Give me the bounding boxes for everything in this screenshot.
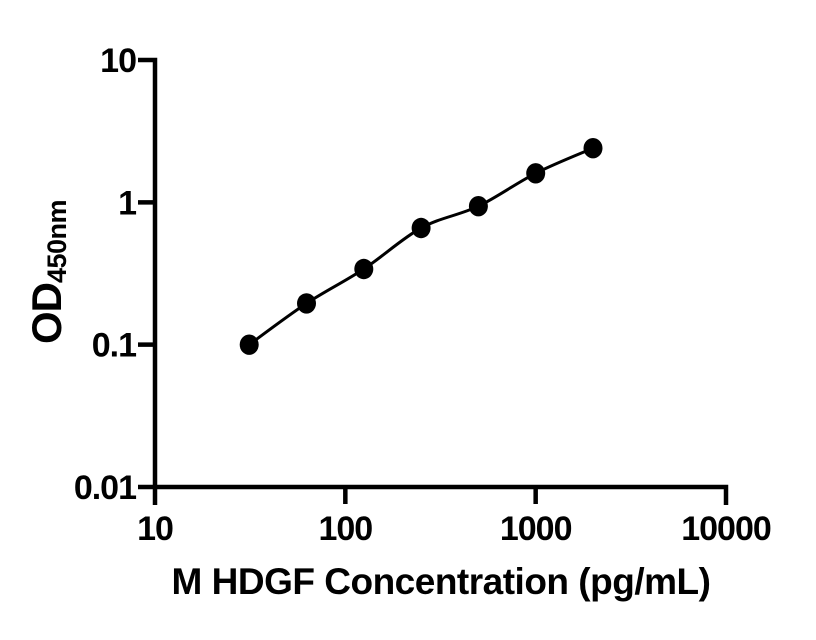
axes [138, 57, 729, 505]
data-point-marker [468, 196, 488, 217]
y-axis-spine [138, 57, 158, 505]
x-tick-label: 1000 [500, 510, 572, 548]
y-tick-label: 1 [118, 184, 136, 222]
x-axis-title: M HDGF Concentration (pg/mL) [171, 561, 711, 602]
data-point-marker [239, 334, 259, 355]
y-axis-title: OD 450nm [23, 199, 72, 345]
data-point-marker [411, 217, 431, 239]
x-tick-label: 100 [318, 510, 372, 548]
data-point-marker [583, 138, 603, 159]
y-axis-title-main: OD [23, 283, 70, 345]
data-point-marker [297, 293, 316, 314]
x-tick-label: 10 [137, 510, 173, 548]
y-tick-label: 0.01 [74, 469, 136, 507]
y-tick-label: 10 [100, 42, 136, 80]
x-tick-label: 10000 [681, 510, 771, 548]
y-axis-title-subscript: 450nm [42, 199, 72, 284]
data-point-marker [526, 163, 546, 184]
x-axis-spine [138, 484, 729, 505]
tick-labels: 10 100 1000 10000 10 1 0.1 0.01 [74, 42, 772, 548]
data-point-marker [354, 258, 374, 280]
y-tick-label: 0.1 [92, 327, 136, 365]
data-series [239, 138, 603, 355]
